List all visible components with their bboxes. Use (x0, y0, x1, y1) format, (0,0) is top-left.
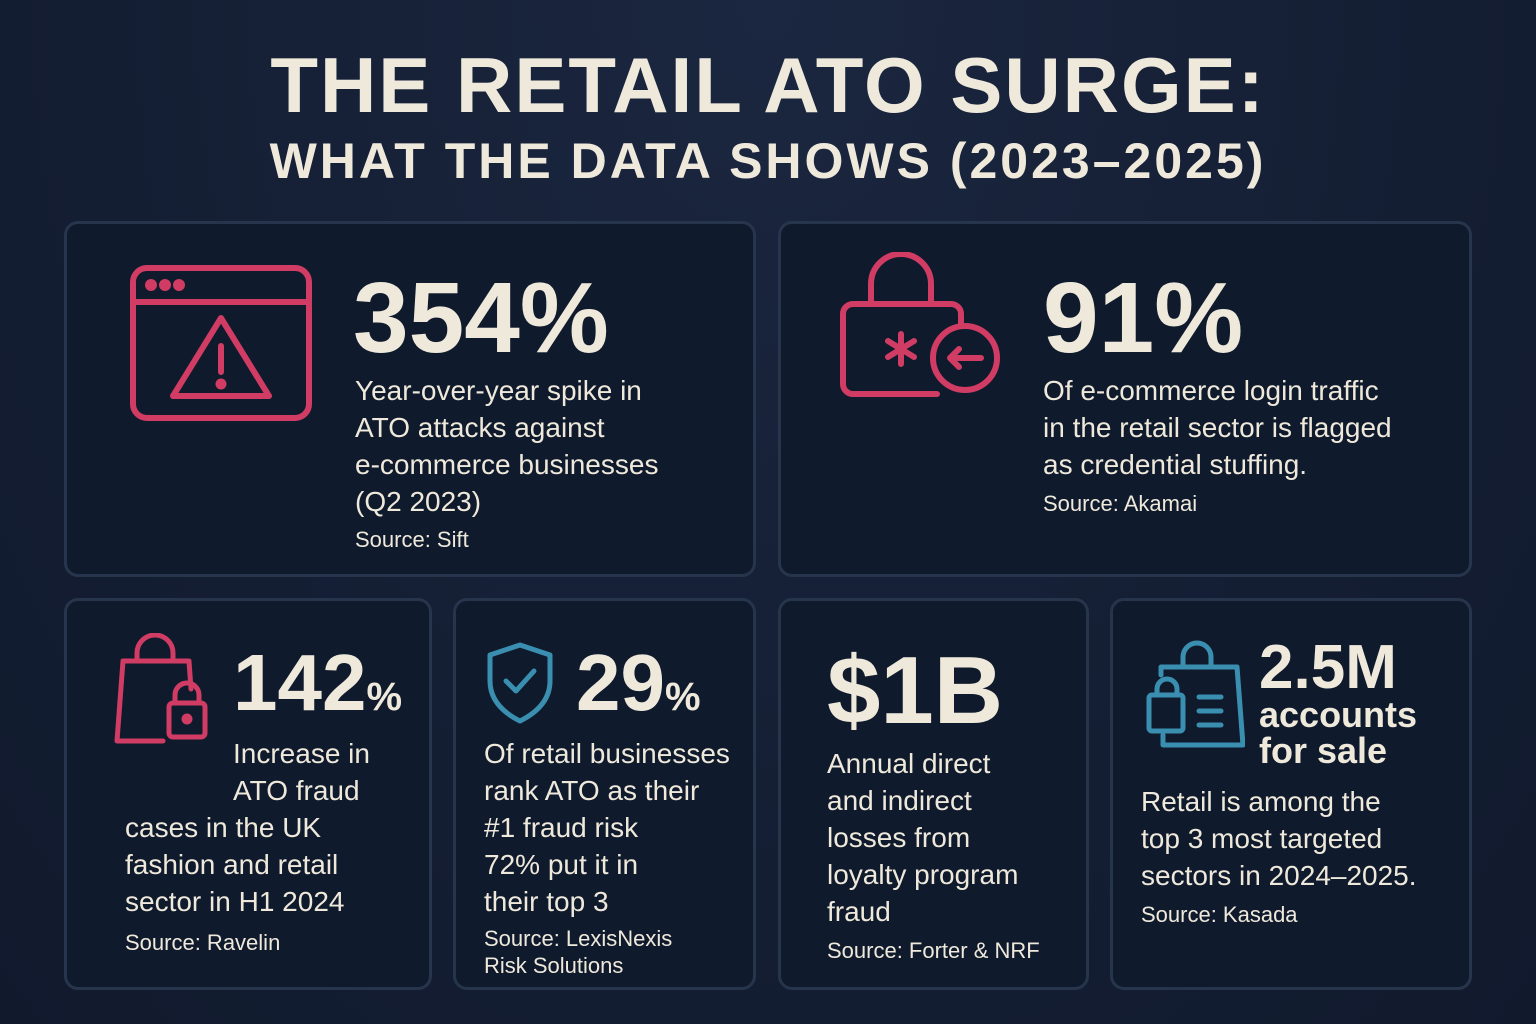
text-line: their top 3 (484, 886, 609, 917)
text-line: Source: LexisNexis (484, 926, 673, 951)
text-line: losses from (827, 822, 971, 853)
stat-subtitle: accounts for sale (1259, 697, 1417, 769)
shopping-bag-lock-icon (114, 633, 208, 744)
text-line: Of retail businesses (484, 738, 730, 769)
stat-value: 2.5M (1259, 633, 1397, 702)
stat-value: 29% (576, 638, 701, 727)
stat-card-top-risk: 29% Of retail businesses rank ATO as thei… (453, 598, 756, 990)
stat-value: 354% (353, 262, 609, 374)
browser-warning-icon (130, 265, 312, 421)
text-line: Increase in (233, 738, 370, 769)
stat-value: 142% (233, 638, 403, 727)
text-line: Annual direct (827, 748, 991, 779)
text-line: (Q2 2023) (355, 486, 482, 517)
text-line: for sale (1259, 730, 1388, 771)
text-line: rank ATO as their (484, 775, 700, 806)
text-line: sectors in 2024–2025. (1141, 860, 1417, 891)
text-line: fraud (827, 896, 891, 927)
stat-description: Year-over-year spike in ATO attacks again… (355, 372, 658, 520)
page-title: THE RETAIL ATO SURGE: (270, 41, 1266, 129)
text-line: Of e-commerce login traffic (1043, 375, 1379, 406)
text-line: cases in the UK (125, 812, 322, 843)
stat-description: Of retail businesses rank ATO as their #1 … (484, 735, 730, 920)
text-line: #1 fraud risk (484, 812, 639, 843)
stat-card-loyalty-fraud: $1B Annual direct and indirect losses from… (778, 598, 1089, 990)
text-line: e-commerce businesses (355, 449, 659, 480)
stat-card-uk-fraud: 142% Increase in ATO fraud cases in the UK… (64, 598, 432, 990)
text-line: Retail is among the (1141, 786, 1381, 817)
stat-description: Retail is among the top 3 most targeted se… (1141, 783, 1417, 894)
bag-list-lock-icon (1146, 640, 1245, 748)
stat-card-credential-stuffing: 91% Of e-commerce login traffic in the re… (778, 221, 1472, 577)
text-line: ATO fraud (233, 775, 360, 806)
text-line: top 3 most targeted (1141, 823, 1383, 854)
stat-source: Source: Kasada (1141, 902, 1298, 927)
lock-credential-icon (840, 252, 1000, 397)
stat-description: Of e-commerce login traffic in the retail… (1043, 372, 1392, 483)
stat-source: Source: Ravelin (125, 930, 281, 955)
stat-card-accounts-sale: 2.5M accounts for sale Retail is among th… (1110, 598, 1472, 990)
text-line: fashion and retail (125, 849, 339, 880)
stat-source: Source: LexisNexis Risk Solutions (484, 925, 672, 979)
text-line: as credential stuffing. (1043, 449, 1308, 480)
stat-value: $1B (827, 637, 1004, 744)
page-subtitle: WHAT THE DATA SHOWS (2023–2025) (269, 133, 1267, 189)
text-line: ATO attacks against (355, 412, 605, 443)
stat-description: Annual direct and indirect losses from loya… (827, 745, 1018, 930)
text-line: loyalty program (827, 859, 1019, 890)
text-line: Risk Solutions (484, 953, 624, 978)
stat-source: Source: Forter & NRF (827, 938, 1040, 963)
shield-check-icon (487, 642, 553, 724)
text-line: Year-over-year spike in (355, 375, 642, 406)
stat-description: Increase in ATO fraud cases in the UK fashi… (125, 735, 370, 920)
stat-source: Source: Akamai (1043, 491, 1198, 516)
text-line: in the retail sector is flagged (1043, 412, 1392, 443)
stat-card-ato-spike: 354% Year-over-year spike in ATO attacks … (64, 221, 756, 577)
text-line: and indirect (827, 785, 972, 816)
stat-value: 91% (1043, 262, 1244, 374)
text-line: 72% put it in (484, 849, 639, 880)
stat-source: Source: Sift (355, 527, 469, 552)
text-line: sector in H1 2024 (125, 886, 345, 917)
text-line: accounts (1259, 694, 1418, 735)
